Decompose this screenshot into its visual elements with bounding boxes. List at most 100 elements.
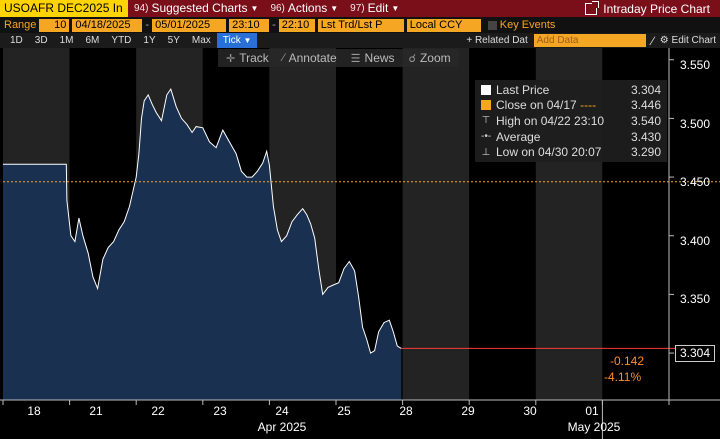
period-bar-right: + Related Dat Add Data ∕ ⚙ Edit Chart bbox=[466, 34, 720, 48]
range-label: Range bbox=[4, 19, 37, 31]
legend-close[interactable]: Close on 04/17 ---- 3.446 bbox=[481, 98, 661, 114]
search-icon: ☌ bbox=[408, 52, 416, 65]
chart-toolbar: ✛ Track ∕ Annotate ☰ News ☌ Zoom bbox=[218, 49, 459, 67]
menu-number: 97) bbox=[350, 3, 365, 14]
currency-select[interactable]: Local CCY bbox=[406, 18, 481, 32]
edit-chart-button[interactable]: ⚙ Edit Chart bbox=[660, 35, 716, 46]
menu-number: 94) bbox=[134, 3, 149, 14]
average-marker-icon: -•- bbox=[481, 131, 492, 143]
period-3d-button[interactable]: 3D bbox=[34, 35, 48, 46]
title-bar: USOAFR DEC2025 In 94) Suggested Charts ▼… bbox=[0, 0, 720, 17]
edit-label: Edit bbox=[367, 1, 389, 15]
x-tick-label: 23 bbox=[213, 404, 227, 418]
change-percent: -4.11% bbox=[604, 370, 642, 384]
period-1d-button[interactable]: 1D bbox=[10, 35, 23, 46]
x-tick-label: 24 bbox=[275, 404, 289, 418]
low-marker-icon: ⊥ bbox=[481, 146, 491, 158]
chevron-down-icon: ▼ bbox=[243, 36, 252, 45]
legend-value: 3.446 bbox=[630, 98, 661, 113]
menu-number: 96) bbox=[270, 3, 285, 14]
gear-icon: ⚙ bbox=[659, 35, 669, 46]
x-tick-label: 22 bbox=[151, 404, 165, 418]
news-tool[interactable]: ☰ News bbox=[351, 51, 395, 65]
x-tick-label: 25 bbox=[337, 404, 351, 418]
legend-average[interactable]: -•- Average 3.430 bbox=[481, 129, 661, 145]
y-tick-label: 3.350 bbox=[680, 292, 711, 306]
period-bar: 1D 3D 1M 6M YTD 1Y 5Y Max Tick ▼ + Relat… bbox=[0, 33, 720, 48]
news-label: News bbox=[364, 51, 395, 65]
zoom-label: Zoom bbox=[419, 51, 451, 65]
annotate-label: Annotate bbox=[288, 51, 337, 65]
legend-name: High on 04/22 23:10 bbox=[496, 113, 605, 128]
intraday-price-chart-link[interactable]: Intraday Price Chart bbox=[585, 0, 720, 16]
chart-legend: Last Price 3.304 Close on 04/17 ---- 3.4… bbox=[475, 80, 667, 162]
legend-value: 3.430 bbox=[630, 129, 661, 144]
chevron-down-icon: ▼ bbox=[250, 4, 259, 13]
period-ytd-button[interactable]: YTD bbox=[111, 35, 132, 46]
time-end-field[interactable]: 22:10 bbox=[278, 18, 315, 32]
day-band bbox=[402, 48, 470, 400]
legend-name: Close on 04/17 ---- bbox=[496, 98, 597, 113]
news-icon: ☰ bbox=[350, 52, 361, 65]
price-mode-select[interactable]: Lst Trd/Lst P bbox=[317, 18, 404, 32]
legend-value: 3.290 bbox=[630, 145, 661, 160]
track-tool[interactable]: ✛ Track bbox=[226, 51, 269, 65]
range-count-field[interactable]: 10 bbox=[39, 18, 70, 32]
period-6m-button[interactable]: 6M bbox=[85, 35, 100, 46]
legend-value: 3.540 bbox=[630, 113, 661, 128]
legend-last-price[interactable]: Last Price 3.304 bbox=[481, 82, 661, 98]
chevron-down-icon: ▼ bbox=[391, 4, 400, 13]
popout-icon bbox=[585, 0, 600, 15]
track-label: Track bbox=[239, 51, 269, 65]
legend-name: Low on 04/30 20:07 bbox=[496, 145, 602, 160]
legend-value: 3.304 bbox=[630, 82, 661, 97]
time-start-field[interactable]: 23:10 bbox=[229, 18, 270, 32]
white-square-icon bbox=[481, 84, 491, 95]
edit-menu[interactable]: 97) Edit ▼ bbox=[344, 0, 405, 17]
actions-menu[interactable]: 96) Actions ▼ bbox=[264, 0, 344, 17]
y-tick-label: 3.500 bbox=[680, 117, 711, 131]
suggested-charts-label: Suggested Charts bbox=[151, 1, 248, 15]
zoom-tool[interactable]: ☌ Zoom bbox=[409, 51, 451, 65]
time-separator: - bbox=[272, 19, 276, 31]
security-ticker-field[interactable]: USOAFR DEC2025 In bbox=[0, 0, 128, 17]
period-1m-button[interactable]: 1M bbox=[59, 35, 74, 46]
pencil-icon: ∕ bbox=[282, 52, 285, 64]
annotate-tool[interactable]: ∕ Annotate bbox=[283, 51, 337, 65]
key-events-checkbox[interactable] bbox=[487, 20, 497, 30]
period-5y-button[interactable]: 5Y bbox=[167, 35, 180, 46]
collapse-icon[interactable]: ∕ bbox=[651, 33, 654, 48]
x-tick-label: 29 bbox=[461, 404, 475, 418]
legend-name: Average bbox=[496, 129, 541, 144]
x-tick-label: 18 bbox=[27, 404, 41, 418]
tick-label: Tick bbox=[222, 35, 241, 46]
add-data-input[interactable]: Add Data bbox=[533, 34, 646, 47]
intraday-price-chart-label: Intraday Price Chart bbox=[603, 1, 710, 16]
actions-label: Actions bbox=[287, 1, 328, 15]
chevron-down-icon: ▼ bbox=[330, 4, 339, 13]
range-start-date[interactable]: 04/18/2025 bbox=[72, 18, 143, 32]
x-month-label: May 2025 bbox=[567, 420, 621, 434]
legend-low[interactable]: ⊥ Low on 04/30 20:07 3.290 bbox=[481, 144, 661, 160]
range-separator: - bbox=[145, 19, 150, 31]
period-1y-button[interactable]: 1Y bbox=[143, 35, 156, 46]
crosshair-icon: ✛ bbox=[226, 52, 236, 65]
legend-high[interactable]: ⊤ High on 04/22 23:10 3.540 bbox=[481, 113, 661, 129]
y-tick-label: 3.400 bbox=[680, 234, 711, 248]
x-tick-label: 21 bbox=[89, 404, 103, 418]
suggested-charts-menu[interactable]: 94) Suggested Charts ▼ bbox=[128, 0, 264, 17]
period-max-button[interactable]: Max bbox=[191, 35, 211, 46]
edit-chart-label: Edit Chart bbox=[671, 35, 716, 46]
x-month-label: Apr 2025 bbox=[257, 420, 307, 434]
range-end-date[interactable]: 05/01/2025 bbox=[152, 18, 227, 32]
x-tick-label: 28 bbox=[399, 404, 413, 418]
price-line bbox=[3, 87, 402, 354]
x-tick-label: 01 bbox=[585, 404, 599, 418]
price-chart[interactable] bbox=[0, 48, 720, 439]
range-bar: Range 10 04/18/2025 - 05/01/2025 23:10 -… bbox=[0, 17, 720, 33]
high-marker-icon: ⊤ bbox=[481, 115, 491, 127]
y-tick-label: 3.450 bbox=[680, 175, 711, 189]
related-data-button[interactable]: + Related Dat bbox=[466, 35, 528, 46]
key-events-label: Key Events bbox=[499, 19, 556, 31]
period-tick-button[interactable]: Tick ▼ bbox=[216, 33, 258, 48]
